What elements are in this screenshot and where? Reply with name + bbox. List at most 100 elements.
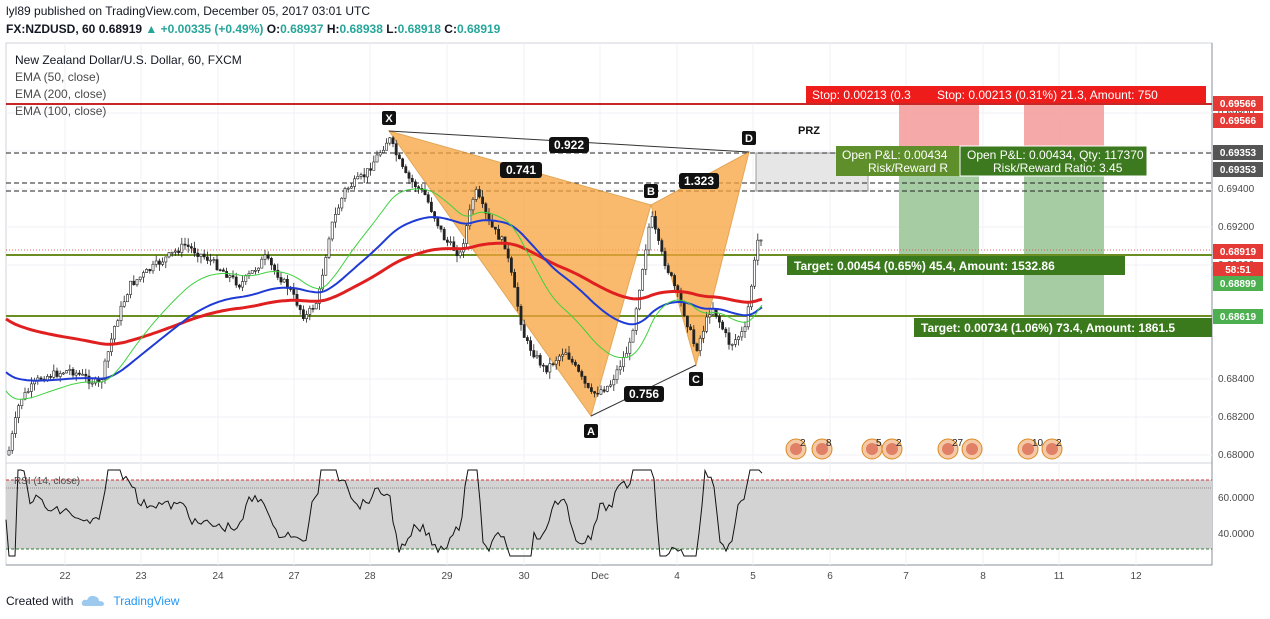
candle [538,353,542,368]
candle [717,313,721,329]
svg-text:58:51: 58:51 [1225,265,1251,276]
candle [138,276,142,283]
candle [298,304,302,315]
candle [474,186,478,203]
candle [442,227,446,241]
candle [404,164,408,174]
candle [724,327,728,338]
svg-text:27: 27 [952,438,964,449]
svg-text:2: 2 [896,438,902,449]
high-label: H: [326,22,340,36]
candle [519,304,523,331]
candle [273,263,277,275]
target-box-2[interactable]: Target: 0.00734 (1.06%) 73.4, Amount: 18… [914,318,1212,337]
candle [234,272,238,288]
candle [14,411,17,438]
svg-text:0.922: 0.922 [554,138,584,152]
candle [292,282,296,299]
close-value: 0.68919 [456,22,501,36]
high-value: 0.68938 [339,22,383,36]
candle [353,175,357,190]
candle [282,277,286,283]
target-box-1[interactable]: Target: 0.00454 (0.65%) 45.4, Amount: 15… [787,256,1125,275]
svg-text:B: B [647,186,655,198]
candle [167,252,171,259]
ratio-0756: 0.756 [624,386,664,402]
candle [407,170,411,185]
economic-event-icon[interactable]: 2 [1041,438,1063,460]
candle [663,247,667,270]
legend-ema100[interactable]: EMA (100, close) [15,104,107,118]
pnl-box-2[interactable]: Open P&L: 0.00434, Qty: 117370 Risk/Rewa… [959,145,1148,177]
publish-info: lyl89 published on TradingView.com, Dece… [6,4,370,18]
candle [573,359,577,367]
candle [257,267,261,274]
candle [477,185,481,199]
pattern-point-B: B [644,184,658,198]
candle [362,167,366,184]
candle [113,325,117,345]
economic-event-icon[interactable]: 2 [881,438,903,460]
candle [593,390,597,398]
candle [145,268,149,273]
stop-box[interactable]: Stop: 0.00213 (0.3 Stop: 0.00213 (0.31%)… [806,86,1206,103]
legend-ema50[interactable]: EMA (50, close) [15,70,100,84]
svg-text:10: 10 [1032,438,1044,449]
candle [657,227,661,245]
legend-ema200[interactable]: EMA (200, close) [15,87,107,101]
pnl-box-1[interactable]: Open P&L: 0.00434 Risk/Reward R [836,146,966,176]
candle [238,283,241,290]
candle [343,186,347,202]
candle [356,172,360,180]
candle [615,365,619,384]
candle [618,360,622,375]
economic-event-icon[interactable]: 27 [937,438,964,460]
candle [190,243,193,254]
candle [666,263,670,275]
candle [596,386,600,397]
candle [132,275,136,286]
candle [545,365,549,375]
rr-text-1: Risk/Reward R [868,161,948,175]
time-tick-8: 4 [674,571,680,582]
candle [254,267,257,275]
svg-text:0.68919: 0.68919 [1220,247,1257,258]
candle [730,343,734,351]
candle [631,328,635,343]
candle [212,256,216,264]
candle [228,274,232,283]
axis-price-label-5: 58:51 [1213,262,1263,277]
candle [81,368,85,376]
economic-event-icon[interactable]: 10 [1017,438,1044,460]
candle [231,270,235,280]
candle [369,162,373,176]
rsi-tick-40: 40.0000 [1218,529,1255,540]
candle [10,430,14,454]
candle [580,369,584,380]
economic-event-icon[interactable]: 2 [785,438,807,460]
candle [554,356,558,370]
tradingview-link[interactable]: TradingView [113,594,180,608]
candle [279,271,283,285]
candle [634,306,638,335]
candle [516,282,520,312]
economic-event-icon[interactable]: 8 [811,438,833,460]
time-tick-2: 24 [212,571,224,582]
candle [324,254,328,276]
candle [164,256,168,269]
candle [673,273,677,290]
candle [365,168,369,183]
axis-price-label-3: 0.69353 [1213,162,1263,177]
candle [426,191,430,204]
economic-event-icon[interactable] [961,438,983,460]
candle [84,368,88,383]
candle [650,211,654,229]
candle [170,251,174,257]
candle [78,369,81,377]
ema50-line [5,188,763,400]
candle [401,157,405,169]
candle [222,267,225,272]
economic-event-icon[interactable]: 5 [861,438,883,460]
candle [551,362,555,367]
